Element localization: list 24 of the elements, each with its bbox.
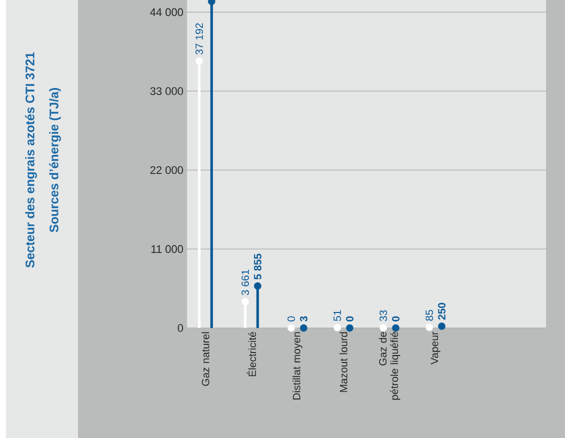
y-tick-label: 22 000 — [150, 166, 184, 174]
x-tick-label: Gaz de pétrole liquéfié — [378, 332, 400, 400]
data-label: 51 — [334, 310, 341, 321]
source-note: Sources d’énergie (TJ/a) — [49, 88, 61, 232]
x-tick-label: Vapeur — [430, 332, 440, 365]
data-label: 3 661 — [242, 270, 249, 296]
data-label: 5 855 — [254, 254, 262, 280]
y-tick-label: 44 000 — [150, 8, 184, 16]
data-label: 0 — [346, 316, 354, 322]
y-tick-label: 33 000 — [150, 87, 184, 96]
y-tick-label: 0 — [178, 324, 184, 332]
x-tick-label: Électricité — [246, 332, 256, 376]
x-tick-label: Gaz naturel — [202, 332, 210, 386]
x-tick-label: Distillat moyen — [292, 332, 302, 400]
x-tick-label: Mazout lourd — [340, 332, 348, 392]
data-label: 37 192 — [195, 23, 203, 54]
text: Secteur des engrais azotés CTI 3721 — [25, 52, 37, 268]
data-label: 0 — [392, 316, 400, 322]
data-label: 250 — [438, 302, 446, 320]
data-label: 33 — [380, 310, 388, 322]
data-label: 0 — [288, 316, 295, 322]
data-label: 3 — [300, 316, 308, 322]
data-label: 85 — [426, 310, 434, 321]
y-tick-label: 11 000 — [151, 245, 184, 253]
